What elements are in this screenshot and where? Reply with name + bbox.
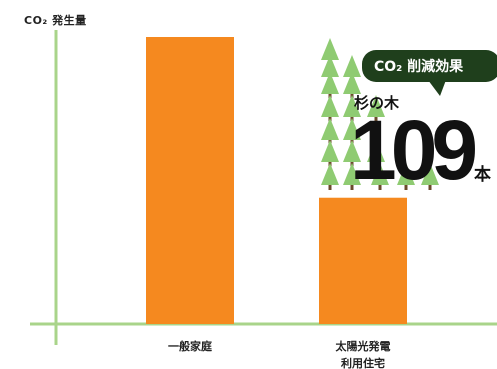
x-tick-label: 一般家庭 [140, 338, 240, 355]
tree-count: 109 [350, 103, 478, 197]
tree-icon [321, 72, 339, 94]
tree-icon [343, 55, 361, 77]
tree-icon [343, 140, 361, 162]
tree-trunk [350, 185, 354, 190]
tree-label: 杉の木 [354, 94, 400, 112]
tree-icon [421, 163, 439, 185]
tree-icon [343, 95, 361, 117]
tree-trunk [404, 185, 408, 190]
tree-trunk [378, 185, 382, 190]
tree-icon [371, 163, 389, 185]
x-tick-label-line: 太陽光発電 [335, 340, 391, 353]
tree-icon [321, 118, 339, 140]
tree-trunk [374, 117, 378, 122]
callout-text: CO₂ 削減効果 [374, 58, 464, 75]
tree-icon [397, 163, 415, 185]
x-tick-label-line: 一般家庭 [168, 340, 212, 353]
y-axis-label: CO₂ 発生量 [24, 14, 87, 27]
callout-bubble: CO₂ 削減効果 [362, 50, 497, 96]
tree-icon [343, 118, 361, 140]
tree-icon [321, 163, 339, 185]
tree-trunk [374, 162, 378, 167]
x-tick-label: 太陽光発電 利用住宅 [313, 338, 413, 369]
tree-icon [367, 95, 385, 117]
tree-trunk [328, 185, 332, 190]
tree-unit: 本 [474, 165, 491, 185]
tree-icon [343, 72, 361, 94]
bar [319, 197, 407, 324]
tree-icon [367, 140, 385, 162]
tree-icon [321, 140, 339, 162]
bar [146, 37, 234, 324]
tree-icon [321, 38, 339, 60]
tree-trunk [428, 185, 432, 190]
tree-icon [343, 163, 361, 185]
tree-illustration [321, 38, 439, 190]
callout-pointer [428, 80, 446, 96]
x-tick-label-line: 利用住宅 [341, 357, 385, 369]
tree-icon [321, 55, 339, 77]
callout-bg [362, 50, 497, 82]
tree-icon [321, 95, 339, 117]
